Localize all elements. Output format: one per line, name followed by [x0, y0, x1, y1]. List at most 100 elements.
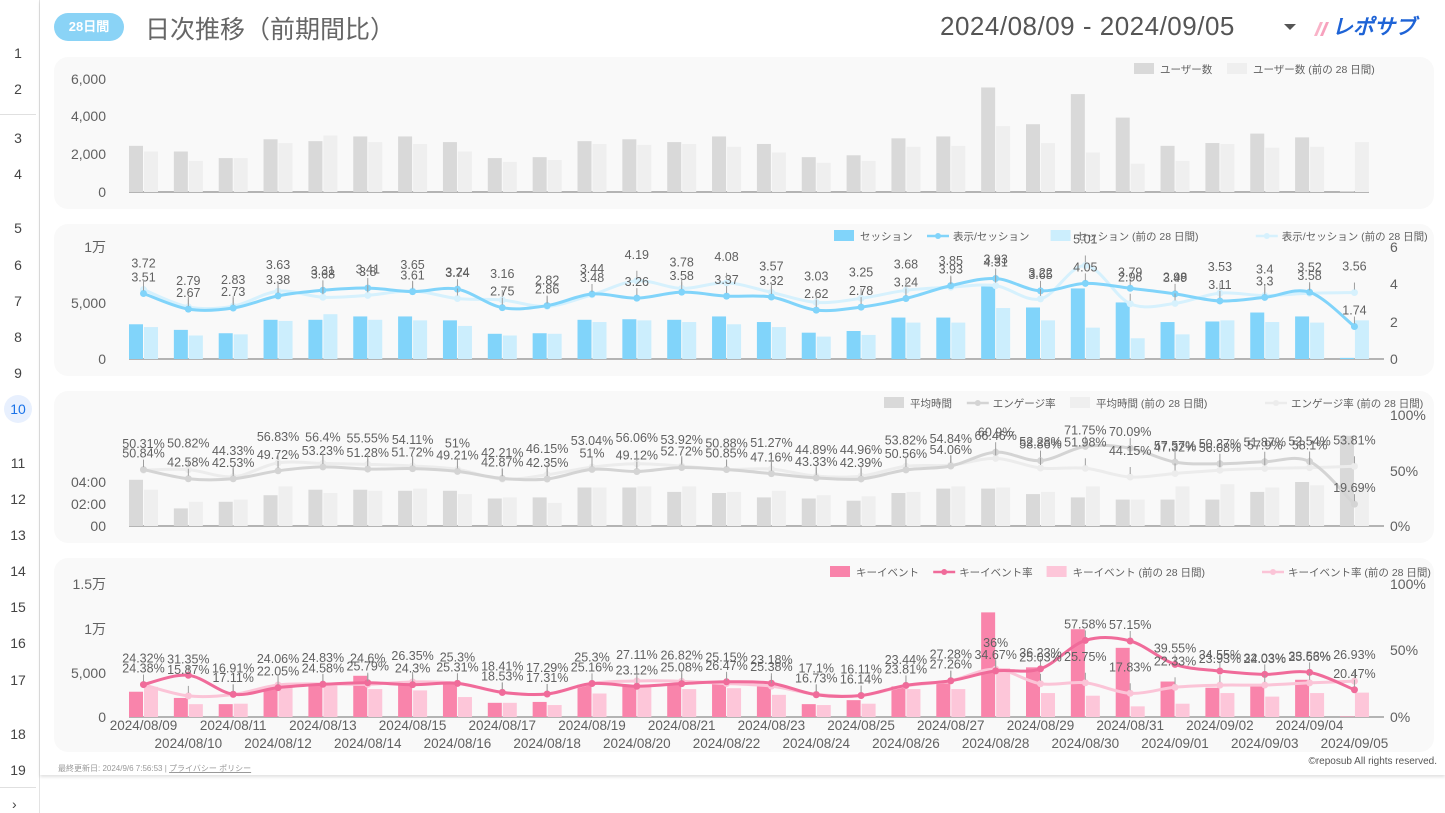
bar-current: [353, 489, 368, 526]
x-tick-label: 2024/08/12: [244, 736, 312, 751]
row-number-5[interactable]: 5: [14, 220, 22, 236]
bar-current: [1160, 145, 1175, 192]
data-label: 4.08: [714, 250, 738, 264]
series-line-previous: [143, 456, 1355, 481]
data-label: 23.44%: [885, 653, 927, 667]
line-point: [1216, 681, 1224, 689]
row-number-10[interactable]: 10: [4, 395, 32, 423]
row-number-14[interactable]: 14: [10, 563, 26, 579]
bar-previous: [368, 689, 383, 717]
row-number-6[interactable]: 6: [14, 257, 22, 273]
data-label: 16.14%: [840, 673, 882, 687]
line-point: [1081, 636, 1089, 644]
line-point: [1350, 462, 1358, 470]
bar-current: [218, 333, 233, 359]
legend-swatch-bar: [884, 397, 904, 408]
line-point: [678, 288, 686, 296]
privacy-policy-link[interactable]: プライバシー ポリシー: [169, 764, 252, 773]
bar-current: [891, 493, 906, 526]
legend-label: ユーザー数: [1160, 63, 1213, 76]
bar-previous: [278, 486, 293, 526]
data-label: 66.46%: [974, 429, 1016, 443]
chevron-right-icon[interactable]: ›: [12, 796, 17, 812]
bar-current: [218, 501, 233, 526]
line-point: [409, 288, 417, 296]
line-point: [947, 282, 955, 290]
bar-previous: [1041, 320, 1055, 359]
row-number-7[interactable]: 7: [14, 293, 22, 309]
row-number-11[interactable]: 11: [10, 455, 26, 471]
bar-previous: [1175, 486, 1190, 526]
row-number-9[interactable]: 9: [14, 365, 22, 381]
rail-divider: [0, 787, 36, 788]
line-point: [364, 679, 372, 687]
data-label: 25.15%: [705, 651, 747, 665]
row-number-2[interactable]: 2: [14, 81, 22, 97]
bar-current: [1295, 482, 1310, 526]
bar-previous: [951, 145, 966, 192]
row-number-8[interactable]: 8: [14, 329, 22, 345]
line-point: [1081, 442, 1089, 450]
row-number-4[interactable]: 4: [14, 166, 22, 182]
data-label: 42.35%: [526, 456, 568, 470]
bar-previous: [592, 322, 607, 359]
data-label: 56.4%: [305, 430, 340, 444]
x-tick-label: 2024/08/21: [648, 718, 716, 733]
bar-current: [173, 151, 188, 192]
bar-current: [667, 142, 682, 192]
bar-current: [936, 136, 951, 192]
data-label: 50.56%: [885, 447, 927, 461]
data-label: 3.61: [400, 269, 424, 283]
data-label: 3.79: [1118, 265, 1142, 279]
bar-previous: [996, 126, 1011, 192]
data-label: 24.32%: [122, 652, 164, 666]
bar-current: [532, 157, 547, 192]
row-number-16[interactable]: 16: [10, 635, 26, 651]
chevron-down-icon[interactable]: [1284, 24, 1296, 30]
row-number-19[interactable]: 19: [10, 762, 26, 778]
bar-previous: [1085, 327, 1100, 359]
row-number-12[interactable]: 12: [10, 491, 26, 507]
bar-previous: [278, 320, 293, 359]
data-label: 26.82%: [660, 648, 702, 662]
bar-previous: [1220, 693, 1235, 717]
x-tick-label: 2024/08/10: [155, 736, 223, 751]
date-range-picker[interactable]: 2024/08/09 - 2024/09/05: [940, 11, 1235, 41]
data-label: 3.03: [804, 269, 828, 283]
line-point: [723, 292, 731, 300]
data-label: 26.35%: [391, 649, 433, 663]
row-number-3[interactable]: 3: [14, 130, 22, 146]
line-point: [902, 681, 910, 689]
row-number-18[interactable]: 18: [10, 726, 26, 742]
data-label: 3.93: [983, 253, 1007, 267]
data-label: 2.83: [221, 273, 245, 287]
data-label: 3.44: [580, 262, 604, 276]
data-label: 34.67%: [974, 648, 1016, 662]
row-number-1[interactable]: 1: [14, 45, 22, 61]
row-number-13[interactable]: 13: [10, 527, 26, 543]
row-number-17[interactable]: 17: [10, 672, 26, 688]
bar-previous: [682, 143, 697, 192]
bar-previous: [502, 497, 517, 526]
bar-current: [577, 684, 592, 717]
line-point: [229, 690, 237, 698]
data-label: 51.87%: [1244, 435, 1286, 449]
bar-previous: [816, 495, 831, 526]
bar-current: [981, 87, 996, 192]
bar-previous: [816, 705, 831, 717]
bar-current: [1070, 497, 1085, 526]
legend-label: 表示/セッション (前の 28 日間): [1282, 230, 1428, 243]
legend-swatch-point: [1263, 233, 1270, 239]
bar-previous: [1085, 695, 1100, 717]
bar-previous: [861, 160, 876, 192]
data-label: 47.32%: [1154, 440, 1196, 454]
bar-current: [173, 508, 188, 526]
row-number-15[interactable]: 15: [10, 599, 26, 615]
data-label: 3.52: [1297, 260, 1321, 274]
data-label: 3.85: [939, 254, 963, 268]
line-point: [1126, 284, 1134, 292]
legend-swatch-bar: [1134, 63, 1154, 74]
bar-current: [622, 319, 637, 359]
data-label: 51%: [445, 436, 470, 450]
data-label: 36%: [983, 636, 1008, 650]
